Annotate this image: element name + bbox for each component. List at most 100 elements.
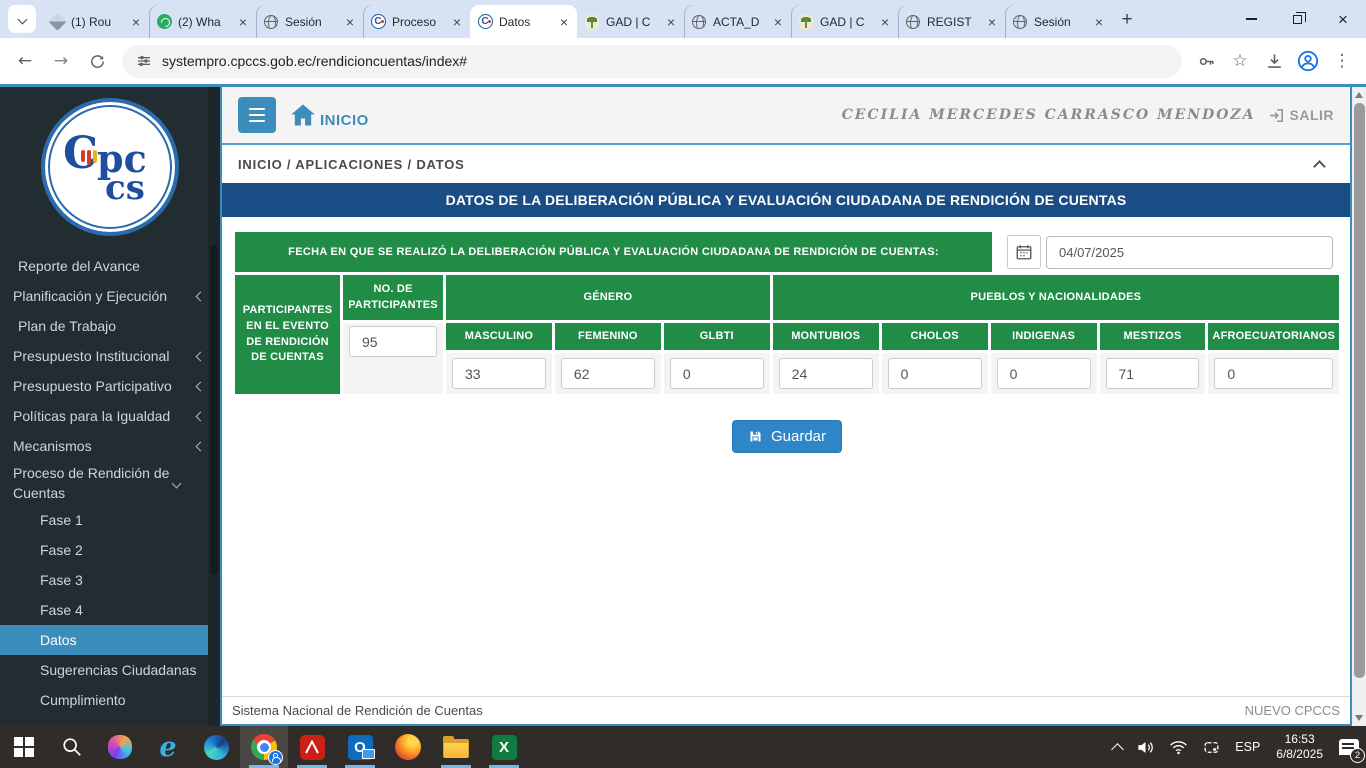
sidebar-item-presupuesto-participativo[interactable]: Presupuesto Participativo (0, 371, 220, 401)
sidebar-item-fase-1[interactable]: Fase 1 (0, 505, 220, 535)
indigenas-input[interactable] (997, 358, 1091, 389)
no-participants-input[interactable] (349, 326, 437, 357)
tray-show-hidden-icons[interactable] (1106, 726, 1129, 768)
chevron-down-icon (17, 14, 27, 24)
taskbar-chrome-button[interactable] (240, 726, 288, 768)
sidebar-item-datos[interactable]: Datos (0, 625, 208, 655)
browser-tab[interactable]: GAD | C × (577, 5, 684, 38)
taskbar-excel-button[interactable]: X (480, 726, 528, 768)
sidebar-item-proceso-de-rendicion-de-cuentas[interactable]: Proceso de Rendición de Cuentas (0, 461, 220, 505)
taskbar-internet-explorer-button[interactable]: e (144, 726, 192, 768)
sidebar-item-fase-4[interactable]: Fase 4 (0, 595, 220, 625)
window-close-button[interactable]: × (1320, 0, 1366, 38)
sidebar-scrollbar[interactable] (208, 87, 220, 726)
close-icon[interactable]: × (879, 15, 891, 29)
collapse-panel-button[interactable] (1313, 160, 1326, 173)
calendar-addon[interactable] (1007, 235, 1041, 269)
browser-tab-active[interactable]: C Datos × (470, 5, 577, 38)
sidebar-item-fase-2[interactable]: Fase 2 (0, 535, 220, 565)
sidebar-item-reporte-del-avance[interactable]: Reporte del Avance (0, 251, 220, 281)
close-icon[interactable]: × (451, 15, 463, 29)
date-input[interactable] (1046, 236, 1333, 269)
tray-language[interactable]: ESP (1228, 726, 1267, 768)
address-bar[interactable]: systempro.cpccs.gob.ec/rendicioncuentas/… (122, 45, 1182, 78)
browser-tab[interactable]: REGIST × (898, 5, 1005, 38)
home-link[interactable]: INICIO (288, 101, 369, 129)
sidebar-item-fase-3[interactable]: Fase 3 (0, 565, 220, 595)
site-info-icon[interactable] (136, 53, 152, 69)
copilot-icon (108, 735, 132, 759)
hamburger-menu-button[interactable] (238, 97, 276, 133)
close-icon[interactable]: × (558, 15, 570, 29)
reload-button[interactable] (80, 44, 114, 78)
tray-clock[interactable]: 16:53 6/8/2025 (1267, 726, 1332, 768)
taskbar-outlook-button[interactable]: O (336, 726, 384, 768)
tab-search-button[interactable] (8, 5, 36, 33)
sidebar-item-sugerencias-ciudadanas[interactable]: Sugerencias Ciudadanas (0, 655, 220, 685)
taskbar-firefox-button[interactable] (384, 726, 432, 768)
browser-tab[interactable]: Sesión × (256, 5, 363, 38)
window-restore-button[interactable] (1274, 0, 1320, 38)
browser-tab[interactable]: GAD | C × (791, 5, 898, 38)
sidebar-item-mecanismos[interactable]: Mecanismos (0, 431, 220, 461)
new-tab-button[interactable]: + (1114, 7, 1140, 33)
browser-tab[interactable]: Sesión × (1005, 5, 1112, 38)
bookmark-button[interactable]: ☆ (1224, 45, 1256, 77)
sidebar-scrollbar-thumb[interactable] (210, 245, 218, 575)
start-button[interactable] (0, 726, 48, 768)
wifi-icon (1169, 738, 1188, 757)
scroll-down-icon[interactable] (1355, 715, 1363, 721)
femenino-input[interactable] (561, 358, 655, 389)
close-icon[interactable]: × (1093, 15, 1105, 29)
scroll-up-icon[interactable] (1355, 92, 1363, 98)
sidebar-item-cumplimiento[interactable]: Cumplimiento (0, 685, 220, 715)
taskbar-acrobat-button[interactable] (288, 726, 336, 768)
save-button[interactable]: Guardar (732, 420, 842, 453)
sidebar-item-plan-de-trabajo[interactable]: Plan de Trabajo (0, 311, 220, 341)
glbti-input[interactable] (670, 358, 764, 389)
tab-title: Proceso (392, 15, 445, 29)
browser-tab[interactable]: (1) Rou × (42, 5, 149, 38)
taskbar-search-button[interactable] (48, 726, 96, 768)
mestizos-input[interactable] (1106, 358, 1200, 389)
taskbar-edge-button[interactable] (192, 726, 240, 768)
scrollbar-thumb[interactable] (1354, 103, 1365, 678)
browser-tab[interactable]: ACTA_D × (684, 5, 791, 38)
logout-button[interactable]: SALIR (1268, 107, 1335, 124)
tray-connect-device[interactable] (1195, 726, 1228, 768)
no-participants-header-cell: NO. DE PARTICIPANTES (343, 275, 443, 320)
sidebar-item-presupuesto-institucional[interactable]: Presupuesto Institucional (0, 341, 220, 371)
taskbar-copilot-button[interactable] (96, 726, 144, 768)
forward-button[interactable]: → (44, 44, 78, 78)
close-icon[interactable]: × (986, 15, 998, 29)
browser-menu-button[interactable]: ⋮ (1326, 45, 1358, 77)
downloads-button[interactable] (1258, 45, 1290, 77)
back-button[interactable]: ← (8, 44, 42, 78)
close-icon[interactable]: × (665, 15, 677, 29)
page-scrollbar[interactable] (1352, 87, 1366, 726)
password-manager-button[interactable] (1190, 45, 1222, 77)
close-icon[interactable]: × (344, 15, 356, 29)
profile-button[interactable] (1292, 45, 1324, 77)
cholos-input[interactable] (888, 358, 982, 389)
device-monitor-icon (1202, 738, 1221, 757)
notification-center-button[interactable]: 2 (1332, 726, 1366, 768)
window-minimize-button[interactable] (1228, 0, 1274, 38)
montubios-input[interactable] (779, 358, 873, 389)
masculino-input[interactable] (452, 358, 546, 389)
browser-tab[interactable]: C Proceso × (363, 5, 470, 38)
taskbar-file-explorer-button[interactable] (432, 726, 480, 768)
sidebar-item-politicas-para-la-igualdad[interactable]: Políticas para la Igualdad (0, 401, 220, 431)
browser-tab[interactable]: (2) Wha × (149, 5, 256, 38)
chevron-down-icon (172, 478, 182, 488)
tray-volume[interactable] (1129, 726, 1162, 768)
file-explorer-icon (443, 739, 469, 758)
close-icon[interactable]: × (130, 15, 142, 29)
close-icon[interactable]: × (772, 15, 784, 29)
afroecuatorianos-input[interactable] (1214, 358, 1333, 389)
tray-wifi[interactable] (1162, 726, 1195, 768)
close-icon[interactable]: × (237, 15, 249, 29)
url-text[interactable]: systempro.cpccs.gob.ec/rendicioncuentas/… (162, 53, 467, 69)
sidebar-item-planificacion-y-ejecucion[interactable]: Planificación y Ejecución (0, 281, 220, 311)
clock-time: 16:53 (1285, 732, 1315, 747)
